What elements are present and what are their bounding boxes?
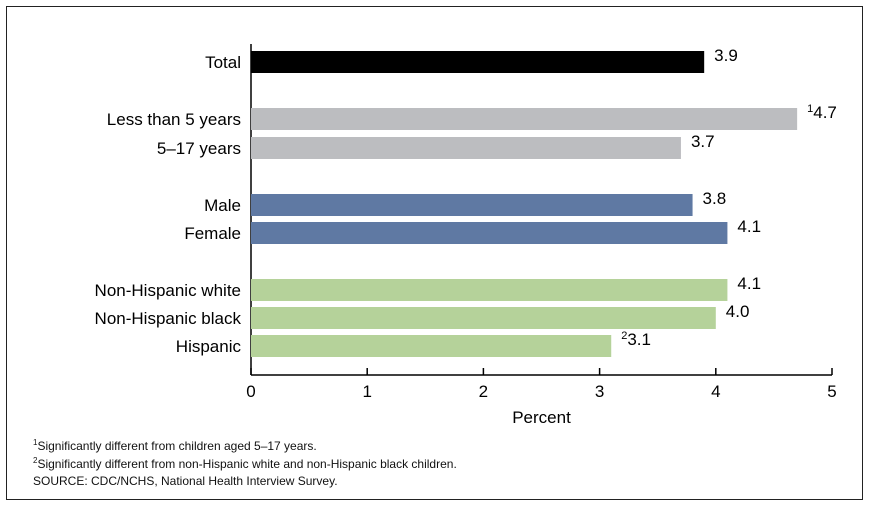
bar	[251, 307, 716, 329]
bar	[251, 137, 681, 159]
data-label: 4.1	[737, 217, 761, 236]
category-label: Total	[205, 53, 241, 72]
category-label: Non-Hispanic white	[95, 281, 241, 300]
category-label: Male	[204, 196, 241, 215]
x-tick-label: 4	[711, 382, 720, 401]
data-label: 14.7	[807, 103, 837, 122]
data-label: 4.1	[737, 274, 761, 293]
x-tick-label: 3	[595, 382, 604, 401]
bar	[251, 194, 693, 216]
bar	[251, 108, 798, 130]
source-note: SOURCE: CDC/NCHS, National Health Interv…	[33, 474, 338, 488]
data-label: 3.9	[714, 46, 738, 65]
category-label: Female	[184, 224, 241, 243]
data-label: 3.7	[691, 132, 715, 151]
x-tick-label: 5	[827, 382, 836, 401]
bar	[251, 335, 612, 357]
x-tick-label: 2	[479, 382, 488, 401]
bar	[251, 279, 728, 301]
chart-frame	[6, 6, 863, 500]
category-label: Non-Hispanic black	[95, 309, 242, 328]
category-label: Less than 5 years	[107, 110, 241, 129]
x-axis-label: Percent	[512, 408, 571, 427]
data-label: 23.1	[621, 330, 651, 349]
data-label: 3.8	[703, 189, 727, 208]
footnote-2: 2Significantly different from non-Hispan…	[33, 456, 457, 471]
x-tick-label: 1	[362, 382, 371, 401]
category-label: 5–17 years	[157, 139, 241, 158]
footnote-1: 1Significantly different from children a…	[33, 438, 317, 453]
data-label: 4.0	[726, 302, 750, 321]
bar	[251, 51, 705, 73]
category-label: Hispanic	[176, 337, 242, 356]
x-tick-label: 0	[246, 382, 255, 401]
bar	[251, 222, 728, 244]
